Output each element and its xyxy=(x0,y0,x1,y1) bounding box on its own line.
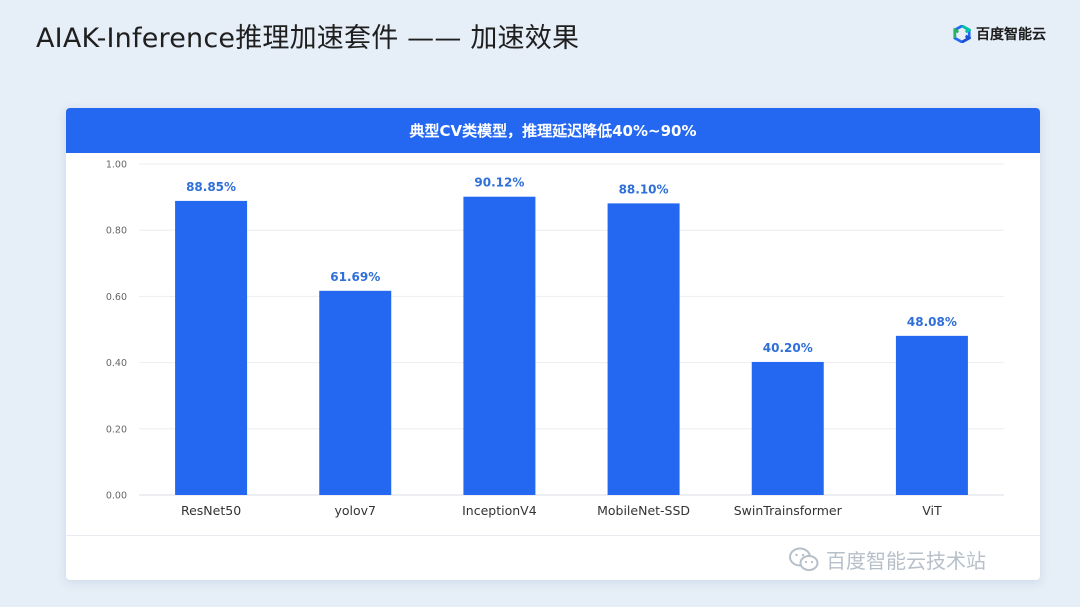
x-tick-label: yolov7 xyxy=(334,503,376,518)
y-tick-label: 0.80 xyxy=(106,226,127,237)
watermark-text: 百度智能云技术站 xyxy=(826,549,986,573)
bar-value-label: 48.08% xyxy=(907,315,957,329)
brand-text: 百度智能云 xyxy=(976,27,1046,43)
bar-value-label: 90.12% xyxy=(474,176,524,190)
page-title: AIAK-Inference推理加速套件 —— 加速效果 xyxy=(36,23,580,54)
y-tick-label: 0.00 xyxy=(106,491,127,502)
bar-chart: 0.00 0.20 0.40 0.60 0.80 1.00 88.85% ResNet50 61… xyxy=(106,160,1004,518)
bar xyxy=(751,361,824,495)
bar xyxy=(319,290,392,495)
x-tick-label: ViT xyxy=(922,503,942,518)
baidu-ai-cloud-logo-icon xyxy=(953,25,971,43)
chart-card: 典型CV类模型，推理延迟降低40%~90% 0.00 0.20 0.40 0.60 0.… xyxy=(66,108,1040,580)
y-tick-label: 0.60 xyxy=(106,292,127,303)
wechat-icon xyxy=(789,547,819,571)
bar-value-label: 88.10% xyxy=(619,182,669,196)
y-tick-label: 0.40 xyxy=(106,358,127,369)
bar-value-label: 40.20% xyxy=(763,341,813,355)
watermark: 百度智能云技术站 xyxy=(788,545,986,574)
y-tick-label: 1.00 xyxy=(106,160,127,171)
x-tick-label: InceptionV4 xyxy=(462,503,537,518)
bar-value-label: 88.85% xyxy=(186,180,236,194)
bar-value-label: 61.69% xyxy=(330,270,380,284)
bar xyxy=(463,196,536,495)
chart-frame: 0.00 0.20 0.40 0.60 0.80 1.00 88.85% ResNet50 61… xyxy=(66,153,1040,536)
x-tick-label: MobileNet-SSD xyxy=(597,503,690,518)
x-tick-label: SwinTrainsformer xyxy=(734,503,843,518)
brand: 百度智能云 xyxy=(953,24,1046,44)
bar xyxy=(607,203,680,495)
bar xyxy=(895,335,968,495)
chart-title: 典型CV类模型，推理延迟降低40%~90% xyxy=(66,108,1040,153)
bar xyxy=(175,200,248,495)
x-tick-label: ResNet50 xyxy=(181,503,241,518)
y-tick-label: 0.20 xyxy=(106,424,127,435)
